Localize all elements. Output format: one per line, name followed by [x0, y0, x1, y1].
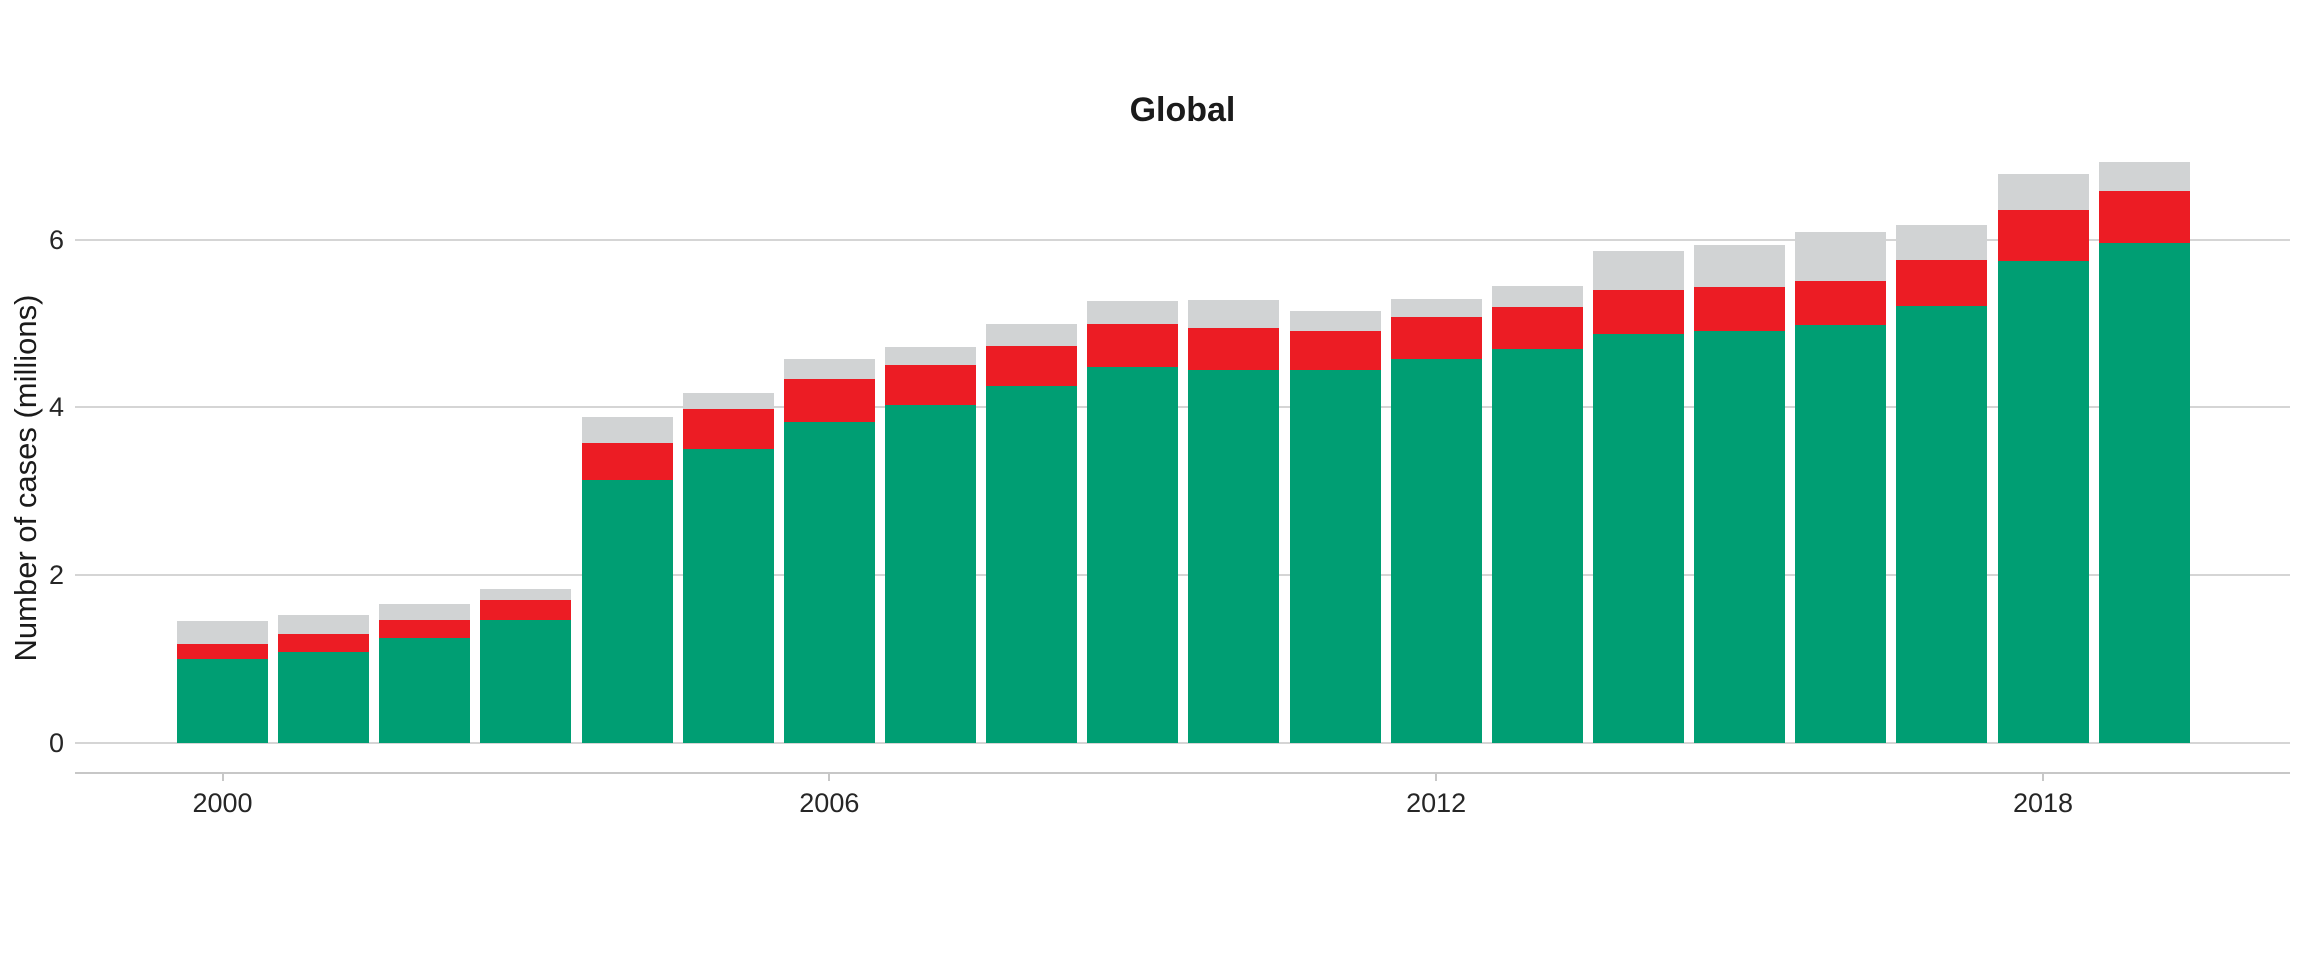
- x-tick-2006: [828, 774, 831, 781]
- y-axis-title: Number of cases (millions): [8, 294, 43, 662]
- y-tick-label-2: 2: [48, 560, 64, 591]
- bar-2011-red-segment: [1289, 331, 1381, 370]
- bar-2013-green-segment: [1491, 348, 1583, 743]
- bar-2006-gray-segment: [783, 358, 875, 379]
- bar-2007-red-segment: [884, 364, 976, 405]
- bar-2008-green-segment: [986, 386, 1078, 743]
- bar-2018-red-segment: [1997, 210, 2089, 262]
- bar-2005-green-segment: [682, 449, 774, 743]
- bar-2014-gray-segment: [1592, 250, 1684, 290]
- bar-2000-red-segment: [177, 643, 268, 660]
- bar-2019-green-segment: [2098, 242, 2190, 743]
- bar-2006-red-segment: [783, 378, 875, 422]
- bar-2002-green-segment: [379, 638, 471, 743]
- bar-2018-green-segment: [1997, 261, 2089, 743]
- bar-2012-red-segment: [1390, 316, 1482, 359]
- bar-2018-gray-segment: [1997, 174, 2089, 211]
- bar-2003-gray-segment: [480, 588, 572, 601]
- bar-2015-green-segment: [1694, 331, 1786, 743]
- bar-2014-red-segment: [1592, 289, 1684, 335]
- bar-2009-gray-segment: [1087, 300, 1179, 325]
- bar-2011-gray-segment: [1289, 310, 1381, 332]
- bar-2005-red-segment: [682, 409, 774, 450]
- bar-2007-green-segment: [884, 404, 976, 743]
- x-tick-2018: [2042, 774, 2045, 781]
- bar-2014-green-segment: [1592, 334, 1684, 743]
- bar-2019-gray-segment: [2098, 162, 2190, 191]
- x-tick-label-2012: 2012: [1406, 788, 1467, 818]
- bar-2016-green-segment: [1795, 325, 1887, 743]
- bar-2000-green-segment: [177, 659, 268, 743]
- bar-2004-gray-segment: [581, 417, 673, 444]
- bar-2016-red-segment: [1795, 280, 1887, 326]
- bar-2002-red-segment: [379, 619, 471, 639]
- y-tick-label-0: 0: [48, 728, 64, 758]
- bar-2016-gray-segment: [1795, 232, 1887, 281]
- bar-2010-gray-segment: [1188, 300, 1280, 328]
- bar-2009-green-segment: [1087, 367, 1179, 743]
- bar-2013-gray-segment: [1491, 285, 1583, 307]
- bar-2010-red-segment: [1188, 327, 1280, 370]
- bar-2011-green-segment: [1289, 369, 1381, 743]
- gridline-y-4: [75, 406, 2290, 409]
- bar-2008-gray-segment: [986, 323, 1078, 347]
- bar-2009-red-segment: [1087, 324, 1179, 368]
- bar-2001-green-segment: [278, 652, 370, 743]
- bar-2003-green-segment: [480, 619, 572, 743]
- bar-2012-gray-segment: [1390, 299, 1482, 317]
- x-tick-2000: [221, 774, 224, 781]
- bar-2005-gray-segment: [682, 393, 774, 410]
- x-tick-label-2006: 2006: [799, 788, 860, 818]
- bar-2007-gray-segment: [884, 346, 976, 365]
- bar-2015-gray-segment: [1694, 245, 1786, 288]
- bar-2001-red-segment: [278, 633, 370, 653]
- y-tick-label-4: 4: [48, 392, 64, 423]
- bar-2004-green-segment: [581, 480, 673, 743]
- bar-2012-green-segment: [1390, 358, 1482, 743]
- x-tick-label-2018: 2018: [2012, 788, 2074, 818]
- bar-2006-green-segment: [783, 421, 875, 743]
- y-tick-label-6: 6: [48, 224, 64, 255]
- bar-2003-red-segment: [480, 600, 572, 620]
- bar-2000-gray-segment: [177, 621, 268, 644]
- bar-2001-gray-segment: [278, 615, 370, 634]
- x-axis-line: [75, 772, 2290, 774]
- bar-2017-red-segment: [1896, 259, 1988, 306]
- bar-2004-red-segment: [581, 443, 673, 481]
- x-tick-2012: [1435, 774, 1438, 781]
- gridline-y-6: [75, 238, 2290, 241]
- gridline-y-2: [75, 574, 2290, 577]
- chart-title: Global: [1129, 91, 1236, 129]
- bar-2017-green-segment: [1896, 305, 1988, 743]
- bar-2015-red-segment: [1694, 287, 1786, 332]
- bar-2008-red-segment: [986, 346, 1078, 387]
- bar-2002-gray-segment: [379, 603, 471, 620]
- x-tick-label-2000: 2000: [192, 788, 253, 818]
- bar-2010-green-segment: [1188, 369, 1280, 743]
- bar-2013-red-segment: [1491, 306, 1583, 349]
- gridline-y-0: [75, 742, 2290, 744]
- bar-2017-gray-segment: [1896, 225, 1988, 260]
- bar-2019-red-segment: [2098, 190, 2190, 243]
